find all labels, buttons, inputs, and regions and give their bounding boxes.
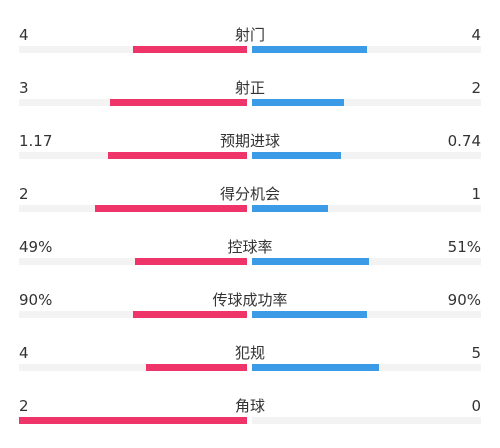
stat-label: 得分机会 bbox=[219, 185, 280, 203]
stat-row: 49% 控球率 51% bbox=[0, 237, 500, 289]
stat-row: 3 射正 2 bbox=[0, 78, 500, 130]
home-value: 2 bbox=[19, 185, 29, 203]
away-bar-fill bbox=[252, 258, 369, 265]
home-bar-track bbox=[19, 258, 247, 265]
away-bar-fill bbox=[252, 364, 379, 371]
stat-row: 2 得分机会 1 bbox=[0, 184, 500, 236]
home-bar-fill bbox=[19, 417, 247, 424]
home-bar-track bbox=[19, 205, 247, 212]
home-bar-fill bbox=[133, 311, 247, 318]
stat-label: 角球 bbox=[234, 397, 265, 415]
home-bar-fill bbox=[135, 258, 247, 265]
away-bar-track bbox=[252, 311, 481, 318]
away-value: 0.74 bbox=[447, 132, 481, 150]
stat-label: 预期进球 bbox=[219, 132, 280, 150]
away-bar-fill bbox=[252, 46, 367, 53]
away-bar-track bbox=[252, 46, 481, 53]
home-value: 1.17 bbox=[19, 132, 53, 150]
away-value: 4 bbox=[471, 26, 481, 44]
stat-label: 射正 bbox=[234, 79, 265, 97]
away-bar-track bbox=[252, 152, 481, 159]
stat-label: 传球成功率 bbox=[212, 291, 288, 309]
away-bar-track bbox=[252, 417, 481, 424]
home-bar-track bbox=[19, 46, 247, 53]
away-value: 90% bbox=[447, 291, 481, 309]
home-bar-track bbox=[19, 152, 247, 159]
stat-label: 射门 bbox=[234, 26, 265, 44]
away-bar-track bbox=[252, 258, 481, 265]
away-bar-fill bbox=[252, 311, 367, 318]
away-bar-track bbox=[252, 99, 481, 106]
stat-label: 控球率 bbox=[227, 238, 273, 256]
home-bar-fill bbox=[110, 99, 247, 106]
away-bar-fill bbox=[252, 99, 344, 106]
home-value: 4 bbox=[19, 344, 29, 362]
away-bar-track bbox=[252, 205, 481, 212]
away-value: 1 bbox=[471, 185, 481, 203]
away-bar-track bbox=[252, 364, 481, 371]
stat-row: 2 角球 0 bbox=[0, 396, 500, 448]
stat-label: 犯规 bbox=[234, 344, 265, 362]
home-bar-fill bbox=[146, 364, 247, 371]
away-value: 2 bbox=[471, 79, 481, 97]
home-bar-fill bbox=[108, 152, 247, 159]
stat-row: 4 犯规 5 bbox=[0, 343, 500, 395]
stat-row: 4 射门 4 bbox=[0, 25, 500, 77]
home-bar-track bbox=[19, 417, 247, 424]
away-bar-fill bbox=[252, 152, 341, 159]
home-bar-track bbox=[19, 99, 247, 106]
away-value: 51% bbox=[447, 238, 481, 256]
home-bar-fill bbox=[95, 205, 247, 212]
home-value: 4 bbox=[19, 26, 29, 44]
away-value: 0 bbox=[471, 397, 481, 415]
home-value: 2 bbox=[19, 397, 29, 415]
stat-row: 90% 传球成功率 90% bbox=[0, 290, 500, 342]
home-value: 49% bbox=[19, 238, 53, 256]
home-value: 90% bbox=[19, 291, 53, 309]
away-value: 5 bbox=[471, 344, 481, 362]
home-bar-track bbox=[19, 364, 247, 371]
home-bar-fill bbox=[133, 46, 247, 53]
away-bar-fill bbox=[252, 205, 328, 212]
stat-row: 1.17 预期进球 0.74 bbox=[0, 131, 500, 183]
home-bar-track bbox=[19, 311, 247, 318]
home-value: 3 bbox=[19, 79, 29, 97]
